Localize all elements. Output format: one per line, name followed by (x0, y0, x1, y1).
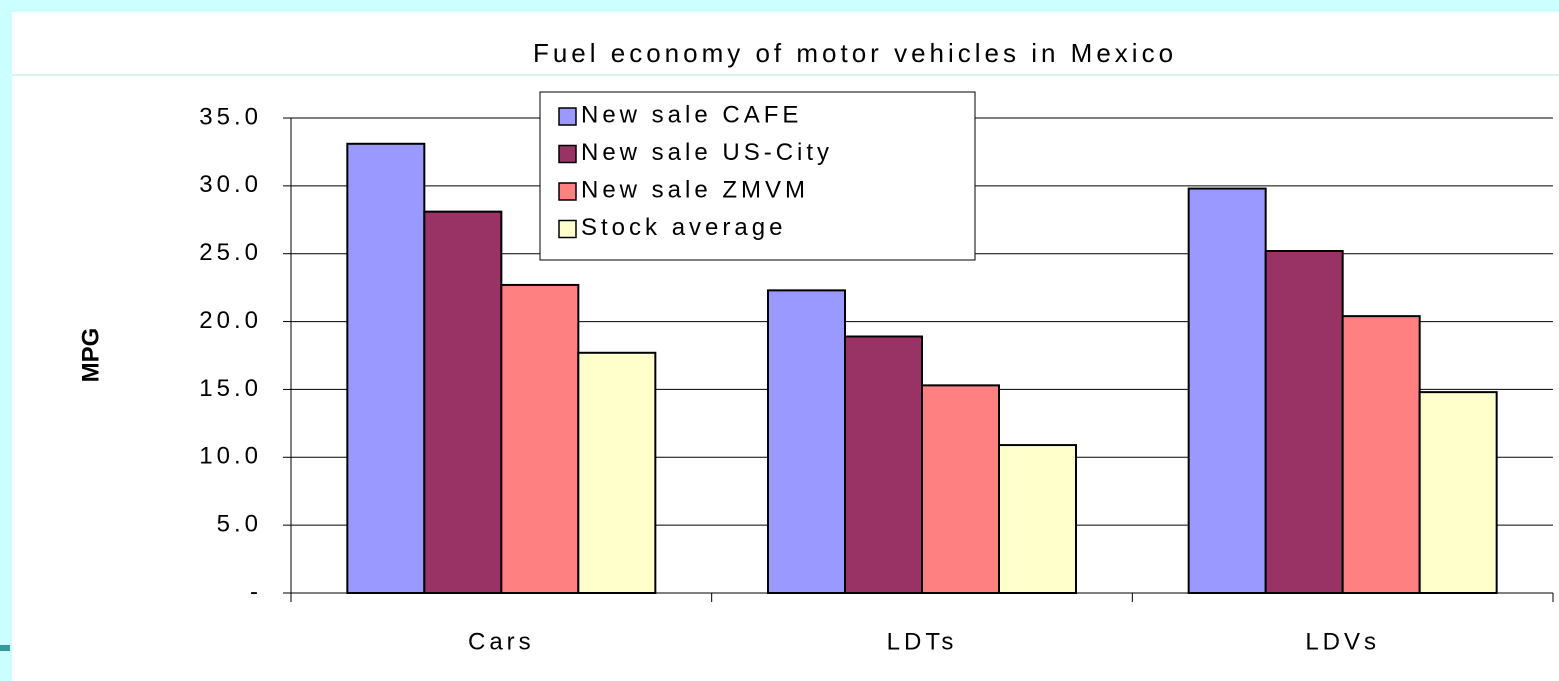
bar (423, 210, 503, 594)
y-tick-label: 5.0 (217, 510, 262, 537)
bar (577, 351, 657, 594)
bar (346, 142, 426, 595)
left-band (0, 0, 12, 681)
legend-label: Stock average (581, 214, 786, 241)
bar (1264, 250, 1344, 594)
y-axis-label: MPG (77, 328, 104, 383)
y-tick-label: 20.0 (199, 307, 262, 334)
y-tick-label: - (250, 578, 262, 605)
x-tick-label: Cars (468, 628, 535, 655)
legend-label: New sale CAFE (581, 101, 802, 128)
bar (500, 283, 580, 594)
legend-swatch (558, 182, 577, 201)
bar (998, 444, 1077, 595)
legend-swatch (558, 144, 577, 164)
y-tick-label: 30.0 (199, 171, 262, 198)
legend-label: New sale US-City (581, 139, 833, 166)
chart-title: Fuel economy of motor vehicles in Mexico (533, 38, 1177, 68)
y-tick-label: 35.0 (199, 103, 262, 130)
bar (767, 289, 846, 594)
x-tick-label: LDTs (887, 628, 958, 655)
legend-swatch (558, 107, 577, 126)
accent (0, 645, 10, 651)
bar (844, 335, 923, 594)
legend-swatch (558, 219, 577, 239)
bar (1341, 315, 1421, 594)
bar (1418, 391, 1498, 594)
top-band (0, 0, 1559, 12)
y-tick-label: 10.0 (199, 443, 262, 470)
bar (921, 384, 1000, 594)
bar (1187, 187, 1267, 594)
y-tick-label: 25.0 (199, 239, 262, 266)
x-tick-label: LDVs (1305, 628, 1380, 655)
legend-box (539, 91, 976, 261)
legend-label: New sale ZMVM (581, 176, 809, 203)
y-tick-label: 15.0 (199, 375, 262, 402)
